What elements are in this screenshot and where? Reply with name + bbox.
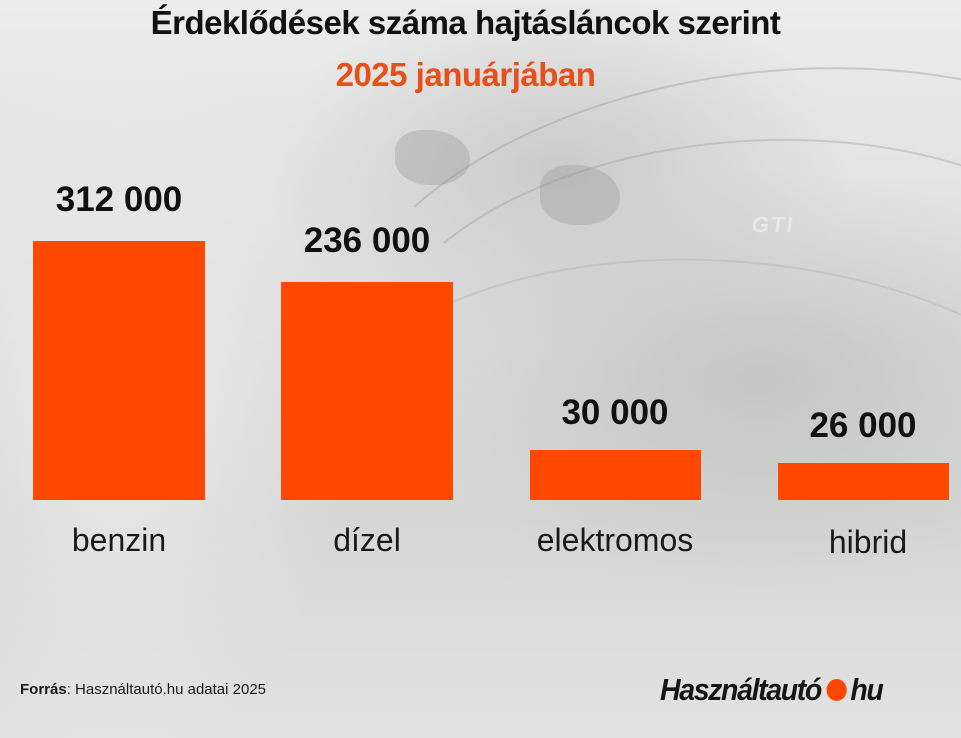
category-label: hibrid [828, 524, 908, 560]
logo-dot-icon [826, 679, 847, 701]
category-label: dízel [333, 522, 401, 558]
source-label: Forrás [20, 681, 67, 698]
car-headlight-left [395, 130, 470, 185]
chart-title: Érdeklődések száma hajtásláncok szerint [150, 4, 781, 41]
category-label: benzin [71, 522, 167, 558]
source-text: : Használtautó.hu adatai 2025 [66, 681, 267, 698]
bar-value-label: 26 000 [809, 406, 917, 445]
hasznaltauto-logo: Használtautó hu [660, 670, 884, 710]
source-note: Forrás: Használtautó.hu adatai 2025 [20, 681, 266, 698]
bar-hibrid [778, 463, 949, 500]
bar-value-label: 30 000 [561, 393, 669, 432]
chart-subtitle: 2025 januárjában [335, 56, 596, 93]
category-label: elektromos [536, 522, 694, 558]
bar-benzin [33, 241, 205, 500]
car-headlight-right [540, 165, 620, 225]
car-badge: GTI [750, 212, 797, 237]
bar-dizel [281, 282, 453, 500]
bar-elektromos [530, 450, 701, 500]
bar-value-label: 236 000 [303, 221, 431, 260]
bar-value-label: 312 000 [55, 180, 183, 219]
logo-text-left: Használtautó [660, 672, 822, 707]
logo-text-right: hu [850, 672, 883, 707]
